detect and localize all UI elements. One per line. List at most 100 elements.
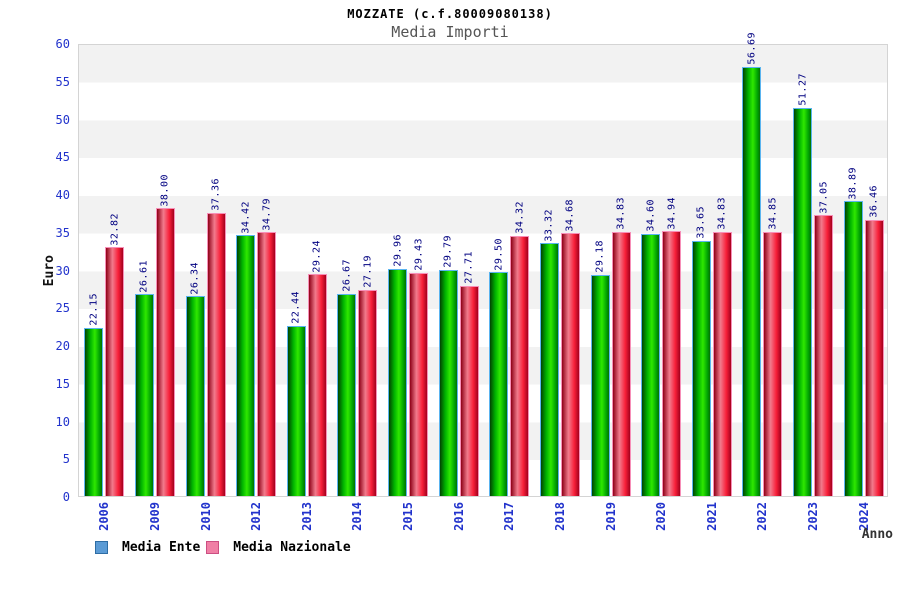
legend-swatch-media-nazionale (206, 541, 220, 554)
x-axis-title: Anno (861, 527, 893, 542)
x-axis-year-label: 2021 (704, 502, 719, 531)
bar-media-nazionale-2012: 34.79 (257, 198, 277, 496)
legend: Media Ente Media Nazionale (95, 540, 357, 555)
value-label: 34.85 (767, 197, 779, 230)
value-label: 26.61 (138, 259, 150, 293)
y-axis-tick-label: 5 (62, 452, 70, 467)
bar-media-ente-2015: 29.96 (388, 234, 408, 496)
value-label: 32.82 (109, 212, 121, 246)
bar-media-nazionale-2020: 34.94 (662, 197, 682, 496)
bar-media-ente-2016: 29.79 (438, 235, 458, 496)
x-axis-year-label: 2006 (97, 502, 112, 531)
value-label: 34.83 (615, 197, 627, 231)
value-label: 34.32 (514, 201, 526, 234)
plot-area: 22.15 32.82 2006 26.61 38.00 2009 26.34 37.36 20… (78, 32, 889, 531)
bar-media-ente-2020: 34.60 (641, 199, 661, 496)
bar-media-ente-2018: 33.32 (539, 209, 559, 496)
y-axis-tick-label: 0 (62, 490, 70, 504)
y-axis-tick-label: 10 (55, 414, 70, 429)
bar-media-ente-2012: 34.42 (236, 201, 256, 496)
x-axis-year-label: 2013 (299, 502, 314, 531)
bar-media-ente-2009: 26.61 (134, 260, 154, 496)
value-label: 34.79 (261, 197, 273, 231)
bar-media-nazionale-2013: 29.24 (307, 240, 327, 496)
bar-media-ente-2010: 26.34 (185, 262, 205, 496)
bar-media-ente-2013: 22.44 (286, 291, 306, 496)
bar-media-nazionale-2023: 37.05 (814, 181, 834, 496)
legend-label-media-ente: Media Ente (122, 540, 201, 555)
value-label: 27.71 (463, 251, 475, 284)
value-label: 26.34 (189, 261, 201, 295)
legend-label-media-nazionale: Media Nazionale (233, 540, 351, 555)
x-axis-year-label: 2014 (350, 502, 365, 531)
bar-media-ente-2019: 29.18 (590, 240, 610, 496)
value-label: 29.96 (392, 234, 404, 267)
chart-subtitle: Media Importi (391, 23, 509, 41)
bar-media-nazionale-2021: 34.83 (712, 197, 732, 496)
value-label: 56.69 (746, 32, 758, 65)
bar-group-2021: 33.65 34.83 2021 (687, 45, 738, 531)
value-label: 29.24 (311, 239, 323, 273)
value-label: 34.68 (564, 198, 576, 232)
bar-group-2020: 34.60 34.94 2020 (636, 45, 687, 531)
bar-media-ente-2021: 33.65 (691, 206, 711, 496)
bar-group-2023: 51.27 37.05 2023 (788, 45, 839, 531)
x-axis-year-label: 2009 (147, 502, 162, 531)
value-label: 29.18 (594, 240, 606, 273)
y-axis-tick-label: 20 (55, 339, 70, 353)
value-label: 34.83 (716, 197, 728, 231)
bar-group-2015: 29.96 29.43 2015 (383, 45, 434, 531)
bar-group-2017: 29.50 34.32 2017 (484, 45, 535, 531)
y-axis-tick-label: 15 (55, 376, 70, 391)
bar-media-ente-2024: 38.89 (843, 167, 863, 496)
value-label: 34.42 (240, 200, 252, 234)
y-axis-tick-label: 45 (55, 150, 70, 165)
value-label: 37.36 (210, 178, 222, 211)
bar-group-2018: 33.32 34.68 2018 (535, 45, 586, 531)
bar-media-ente-2022: 56.69 (742, 32, 762, 496)
value-label: 33.32 (543, 208, 555, 242)
x-axis-year-label: 2018 (552, 502, 567, 531)
bar-media-ente-2023: 51.27 (793, 73, 813, 496)
x-axis-year-label: 2012 (249, 502, 264, 531)
bar-media-ente-2014: 26.67 (337, 259, 357, 496)
y-axis-tick-label: 50 (55, 112, 70, 127)
x-axis-year-label: 2020 (654, 502, 669, 531)
bar-media-nazionale-2024: 36.46 (864, 185, 884, 496)
bar-group-2016: 29.79 27.71 2016 (433, 45, 484, 531)
x-axis-year-label: 2019 (603, 502, 618, 531)
bar-group-2019: 29.18 34.83 2019 (585, 45, 636, 531)
x-axis-year-label: 2016 (451, 502, 466, 531)
bar-media-nazionale-2006: 32.82 (105, 213, 125, 496)
value-label: 34.60 (645, 199, 657, 232)
bar-media-nazionale-2009: 38.00 (155, 174, 175, 496)
value-label: 51.27 (797, 73, 809, 106)
y-axis-tick-label: 40 (55, 188, 70, 202)
bar-group-2006: 22.15 32.82 2006 (79, 45, 130, 531)
value-label: 22.15 (88, 293, 100, 326)
x-axis-year-label: 2017 (502, 502, 517, 531)
value-label: 22.44 (290, 290, 302, 324)
y-axis-tick-label: 35 (55, 225, 70, 240)
bar-group-2010: 26.34 37.36 2010 (180, 45, 231, 531)
bar-media-nazionale-2015: 29.43 (409, 238, 429, 496)
legend-swatch-media-ente (95, 541, 108, 554)
chart-title: MOZZATE (c.f.80009080138) (347, 7, 553, 21)
value-label: 29.79 (442, 235, 454, 269)
bar-media-nazionale-2022: 34.85 (763, 197, 783, 496)
value-label: 26.67 (341, 259, 353, 292)
y-axis-tick-label: 55 (55, 74, 70, 89)
bar-media-nazionale-2018: 34.68 (560, 199, 580, 496)
x-axis-year-label: 2015 (401, 502, 416, 531)
bar-group-2013: 22.44 29.24 2013 (282, 45, 333, 531)
value-label: 29.43 (413, 238, 425, 271)
x-axis-year-label: 2010 (198, 502, 213, 531)
value-label: 34.94 (666, 196, 678, 230)
x-axis-year-label: 2023 (806, 502, 821, 531)
bar-group-2024: 38.89 36.46 2024 (838, 45, 889, 531)
bar-media-ente-2006: 22.15 (84, 293, 104, 496)
bar-group-2014: 26.67 27.19 2014 (332, 45, 383, 531)
bar-media-nazionale-2014: 27.19 (358, 255, 378, 496)
bar-group-2009: 26.61 38.00 2009 (130, 45, 181, 531)
